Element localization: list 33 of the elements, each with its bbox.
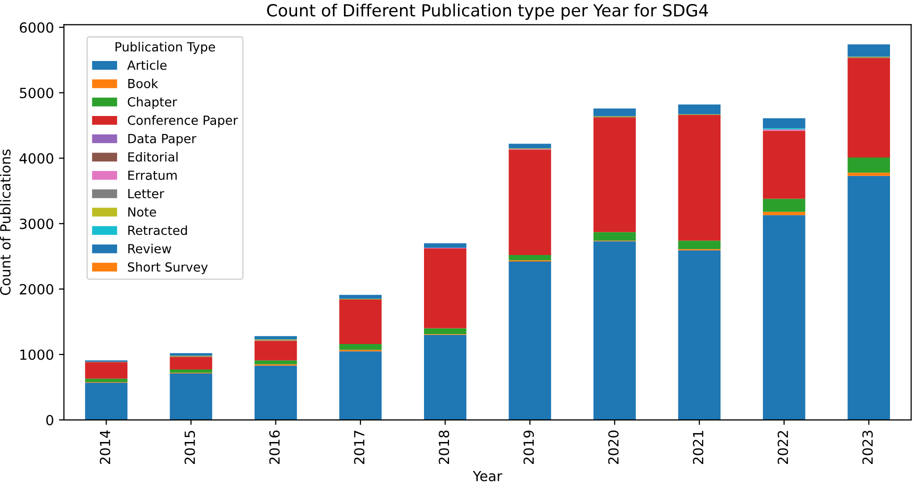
legend-label: Short Survey — [128, 262, 208, 274]
legend-label: Chapter — [128, 96, 178, 110]
x-tick-label: 2019 — [523, 430, 534, 464]
x-tick-label: 2014 — [100, 430, 110, 464]
y-tick-label: 3000 — [20, 218, 54, 230]
y-tick-label: 5000 — [20, 88, 54, 98]
y-axis-title: Count of Publications — [0, 150, 11, 295]
x-tick-label: 2020 — [608, 430, 619, 464]
legend-label: Book — [128, 78, 158, 88]
y-tick-label: 6000 — [20, 22, 54, 33]
legend-label: Review — [128, 244, 172, 254]
x-tick-label: 2023 — [862, 430, 873, 464]
legend-label: Note — [128, 207, 156, 217]
chart-title: Count of Different Publication type per Year for SDG4 — [267, 4, 708, 20]
x-tick-label: 2015 — [184, 430, 196, 464]
x-tick-label: 2022 — [778, 431, 788, 464]
legend-title: Publication Type — [116, 42, 215, 54]
y-tick-label: 4000 — [20, 153, 54, 164]
y-tick-label: 0 — [46, 414, 54, 426]
x-tick-label: 2017 — [354, 430, 364, 464]
legend-label: Article — [127, 60, 167, 70]
legend-label: Retracted — [128, 225, 187, 236]
legend-label: Conference Paper — [128, 115, 238, 128]
x-tick-label: 2021 — [692, 430, 704, 464]
legend-label: Editorial — [128, 152, 178, 162]
legend-label: Data Paper — [128, 134, 196, 146]
x-axis-title: Year — [472, 470, 502, 482]
x-tick-label: 2016 — [269, 430, 280, 464]
x-tick-label: 2018 — [438, 430, 450, 464]
y-tick-label: 2000 — [20, 284, 54, 295]
y-tick-label: 1000 — [20, 349, 54, 360]
legend-label: Erratum — [128, 170, 177, 180]
legend-label: Letter — [128, 189, 164, 198]
